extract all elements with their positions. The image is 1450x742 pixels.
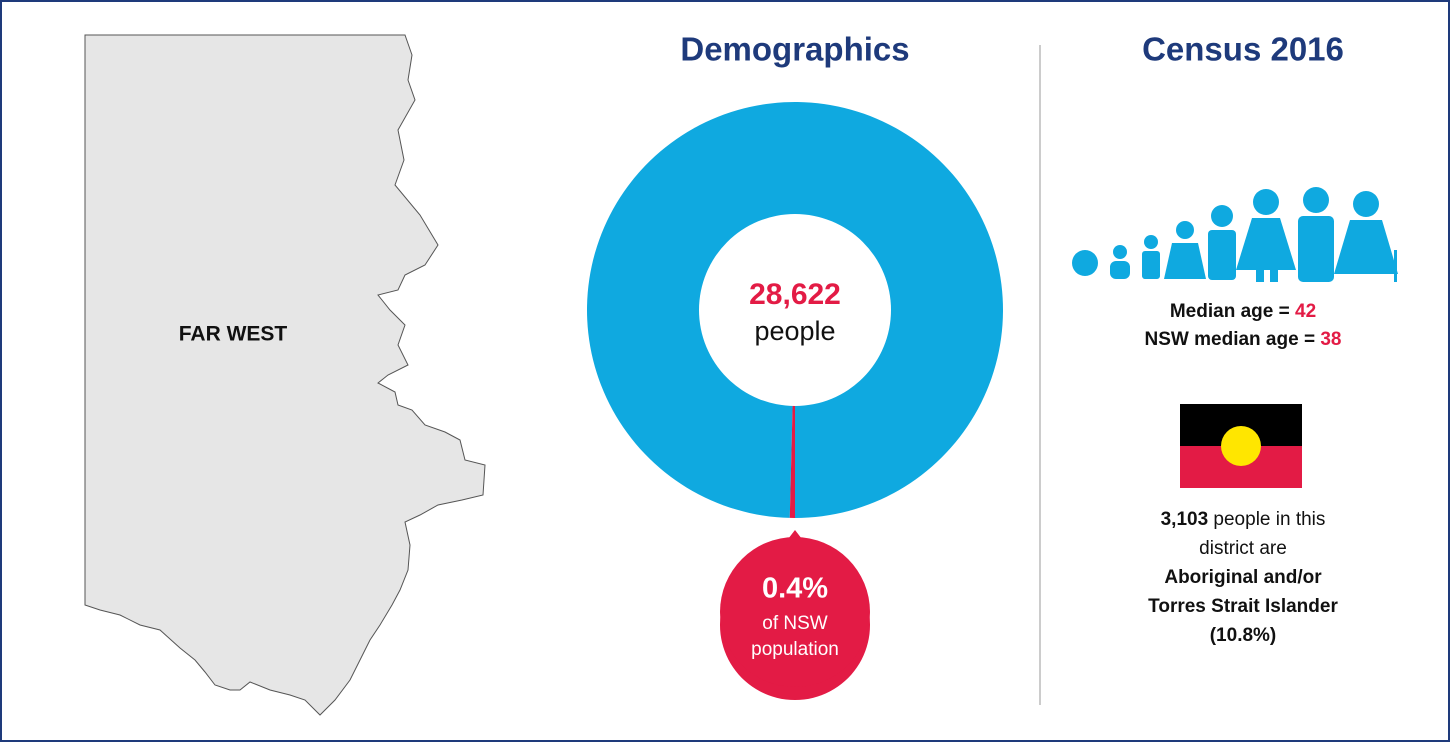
share-caption: of NSW (762, 613, 828, 634)
indigenous-bold: Aboriginal and/or (1164, 567, 1322, 588)
section-title: Census 2016 (1142, 31, 1344, 68)
indigenous-text: district are (1199, 538, 1287, 559)
section-title: Demographics (680, 31, 909, 68)
nsw-median-age: NSW median age = 38 (1145, 329, 1342, 350)
indigenous-count: 3,103 (1161, 509, 1209, 530)
total-caption: people (754, 316, 835, 346)
median-age-label: Median age = (1170, 301, 1290, 322)
age-icons (1072, 187, 1398, 282)
aboriginal-flag (1180, 404, 1302, 488)
nsw-median-age-value: 38 (1320, 329, 1341, 350)
indigenous-bold: Torres Strait Islander (1148, 596, 1338, 617)
share-label: 0.4% (762, 573, 828, 605)
median-age: Median age = 42 (1170, 301, 1316, 322)
total: 28,622 (749, 278, 841, 311)
indigenous-bold: (10.8%) (1210, 625, 1277, 646)
indigenous-line: 3,103 people in this (1161, 509, 1326, 530)
map-label: FAR WEST (179, 323, 288, 346)
median-age-value: 42 (1295, 301, 1316, 322)
district-map (84, 34, 486, 716)
share-caption: population (751, 639, 839, 660)
share-bubble-body (720, 537, 870, 687)
indigenous-text: people in this (1213, 509, 1325, 530)
donut-hole (699, 214, 891, 406)
nsw-median-age-label: NSW median age = (1145, 329, 1316, 350)
